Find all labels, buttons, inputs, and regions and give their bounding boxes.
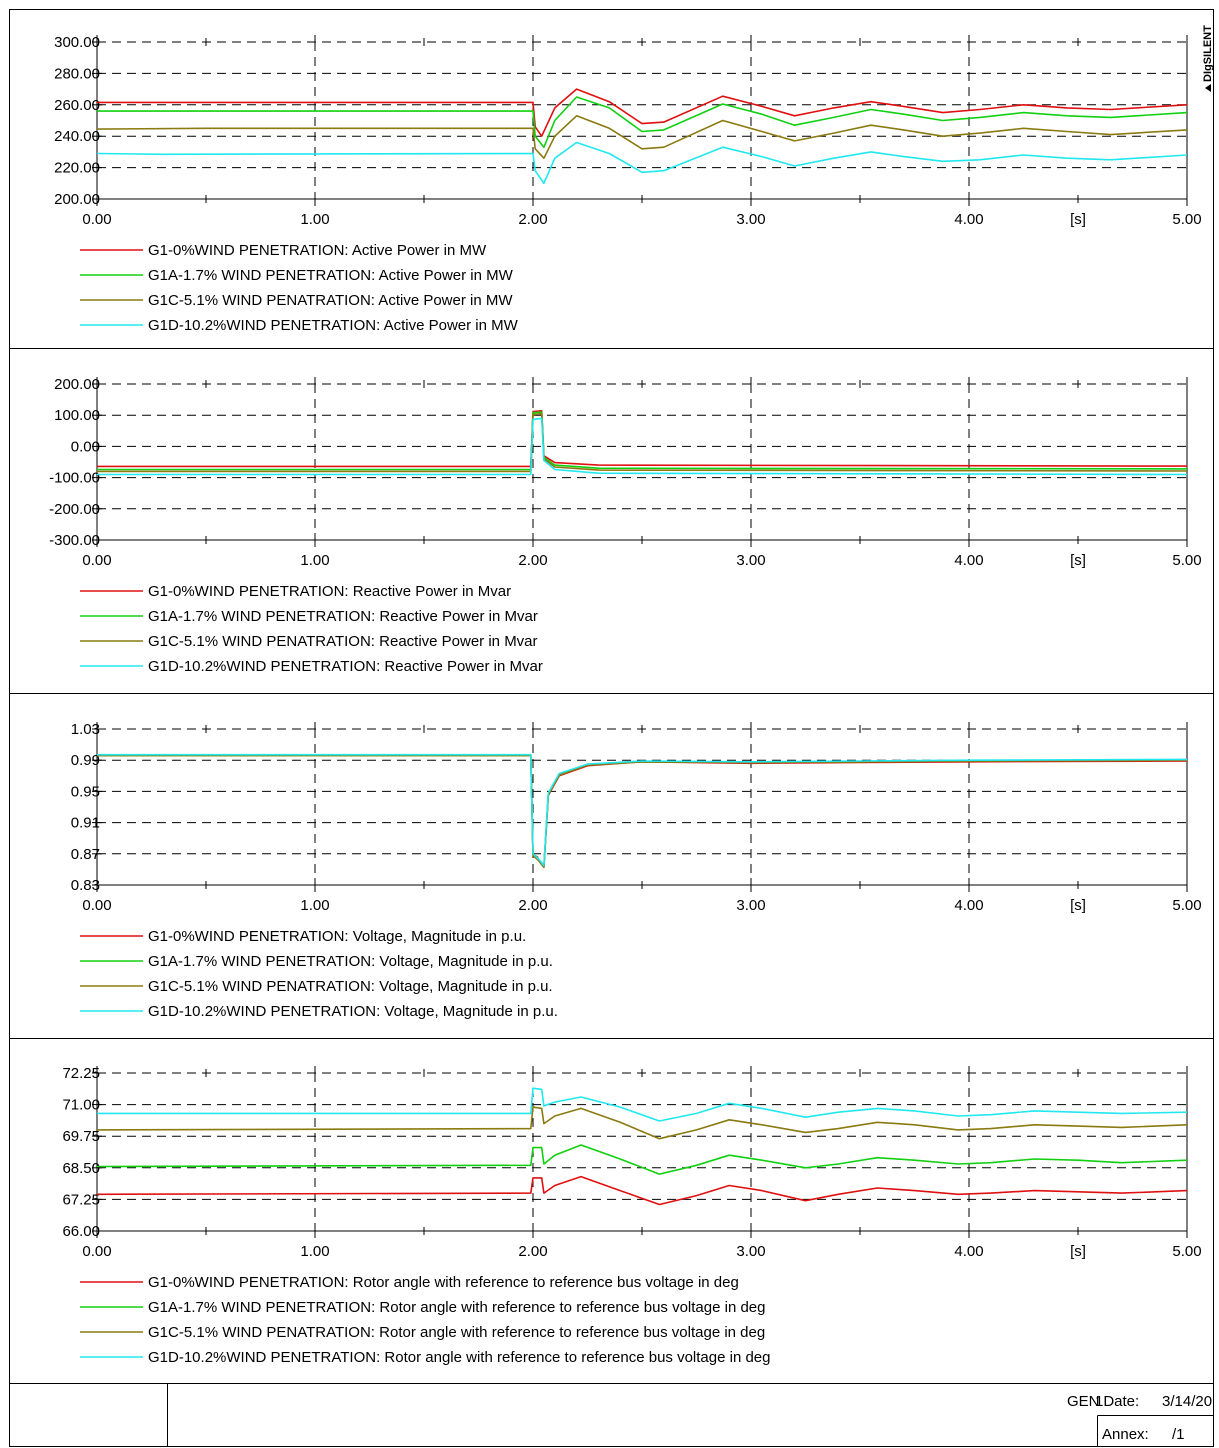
y-tick-label: 220.00 bbox=[54, 160, 100, 177]
legend-label: G1D-10.2%WIND PENETRATION: Voltage, Magn… bbox=[148, 1003, 558, 1020]
x-tick-label: 5.00 bbox=[1172, 897, 1201, 914]
y-tick-label: 260.00 bbox=[54, 97, 100, 114]
legend-label: G1C-5.1% WIND PENATRATION: Voltage, Magn… bbox=[148, 978, 553, 995]
footer-gen: GEN bbox=[1067, 1393, 1100, 1410]
series-line-4 bbox=[97, 1087, 1188, 1122]
legend-label: G1C-5.1% WIND PENATRATION: Rotor angle w… bbox=[148, 1324, 765, 1341]
x-tick-label: 0.00 bbox=[82, 897, 111, 914]
x-tick-label: 4.00 bbox=[954, 211, 983, 228]
x-tick-label: 3.00 bbox=[736, 897, 765, 914]
series-line-1 bbox=[97, 88, 1188, 137]
x-tick-label: 1.00 bbox=[300, 552, 329, 569]
legend-label: G1A-1.7% WIND PENETRATION: Reactive Powe… bbox=[148, 608, 538, 625]
footer-date-label: 1Date: bbox=[1095, 1393, 1139, 1410]
y-tick-label: 200.00 bbox=[54, 191, 100, 208]
legend-label: G1-0%WIND PENETRATION: Rotor angle with … bbox=[148, 1274, 739, 1291]
x-tick-label: 2.00 bbox=[518, 1243, 547, 1260]
chart-panel-4: 72.25 71.00 69.75 68.50 67.25 66.00 0.00 1.00 2.… bbox=[62, 1065, 1201, 1366]
series-line-2 bbox=[96, 1144, 1188, 1175]
y-tick-label: -300.00 bbox=[49, 532, 100, 549]
legend-label: G1-0%WIND PENETRATION: Reactive Power in… bbox=[148, 583, 511, 600]
x-tick-label: 0.00 bbox=[82, 552, 111, 569]
y-tick-label: -200.00 bbox=[49, 501, 100, 518]
legend-label: G1-0%WIND PENETRATION: Voltage, Magnitud… bbox=[148, 928, 526, 945]
series-line-1 bbox=[96, 1175, 1188, 1206]
series-line-2 bbox=[97, 411, 1188, 471]
x-tick-label: 5.00 bbox=[1172, 211, 1201, 228]
x-unit-label: [s] bbox=[1070, 552, 1086, 569]
x-unit-label: [s] bbox=[1070, 1243, 1086, 1260]
legend-label: G1-0%WIND PENETRATION: Active Power in M… bbox=[148, 242, 487, 259]
y-tick-label: 100.00 bbox=[54, 407, 100, 424]
y-tick-label: 66.00 bbox=[62, 1223, 100, 1240]
series-line-4 bbox=[96, 141, 1188, 185]
legend-label: G1A-1.7% WIND PENETRATION: Active Power … bbox=[148, 267, 514, 284]
x-unit-label: [s] bbox=[1070, 211, 1086, 228]
x-tick-label: 5.00 bbox=[1172, 1243, 1201, 1260]
x-tick-label: 2.00 bbox=[518, 897, 547, 914]
x-tick-label: 3.00 bbox=[736, 1243, 765, 1260]
y-tick-label: 69.75 bbox=[62, 1128, 100, 1145]
footer-annex-value: /1 bbox=[1172, 1426, 1185, 1443]
y-tick-label: -100.00 bbox=[49, 470, 100, 487]
footer-date-value: 3/14/20 bbox=[1162, 1393, 1212, 1410]
y-tick-label: 67.25 bbox=[62, 1191, 100, 1208]
x-unit-label: [s] bbox=[1070, 897, 1086, 914]
series-line-4 bbox=[97, 753, 1188, 867]
y-tick-label: 71.00 bbox=[62, 1097, 100, 1114]
x-tick-label: 0.00 bbox=[82, 211, 111, 228]
series-line-4 bbox=[97, 417, 1188, 476]
footer-annex-label: Annex: bbox=[1102, 1426, 1149, 1443]
x-tick-label: 1.00 bbox=[300, 211, 329, 228]
series-line-1 bbox=[97, 410, 1188, 468]
y-tick-label: 68.50 bbox=[62, 1160, 100, 1177]
x-tick-label: 2.00 bbox=[518, 552, 547, 569]
x-tick-label: 4.00 bbox=[954, 552, 983, 569]
legend-label: G1C-5.1% WIND PENATRATION: Active Power … bbox=[148, 292, 513, 309]
x-tick-label: 4.00 bbox=[954, 1243, 983, 1260]
watermark-logo: DIgSILENT bbox=[1202, 25, 1214, 82]
y-tick-label: 300.00 bbox=[54, 34, 100, 51]
chart-panel-3: 1.03 0.99 0.95 0.91 0.87 0.83 0.00 1.00 2.00 3.00… bbox=[71, 721, 1202, 1020]
series-line-2 bbox=[97, 96, 1188, 148]
y-tick-label: 0.83 bbox=[71, 877, 100, 894]
legend-label: G1D-10.2%WIND PENETRATION: Active Power … bbox=[148, 317, 519, 334]
series-line-3 bbox=[97, 754, 1188, 868]
y-tick-label: 1.03 bbox=[71, 721, 100, 738]
legend-label: G1D-10.2%WIND PENETRATION: Reactive Powe… bbox=[148, 658, 543, 675]
x-tick-label: 5.00 bbox=[1172, 552, 1201, 569]
y-tick-label: 200.00 bbox=[54, 376, 100, 393]
x-tick-label: 4.00 bbox=[954, 897, 983, 914]
x-tick-label: 2.00 bbox=[518, 211, 547, 228]
y-tick-label: 0.00 bbox=[71, 438, 100, 455]
chart-panel-1: 300.00 280.00 260.00 240.00 220.00 200.00 0.00… bbox=[54, 34, 1201, 334]
y-tick-label: 0.87 bbox=[71, 846, 100, 863]
y-tick-label: 280.00 bbox=[54, 65, 100, 82]
series-line-3 bbox=[96, 115, 1188, 159]
x-tick-label: 1.00 bbox=[300, 1243, 329, 1260]
y-tick-label: 240.00 bbox=[54, 128, 100, 145]
y-tick-label: 0.95 bbox=[71, 783, 100, 800]
y-tick-label: 72.25 bbox=[62, 1065, 100, 1082]
series-line-3 bbox=[97, 412, 1188, 473]
y-tick-label: 0.99 bbox=[71, 752, 100, 769]
series-line-3 bbox=[96, 1106, 1188, 1140]
legend-label: G1D-10.2%WIND PENETRATION: Rotor angle w… bbox=[148, 1349, 771, 1366]
series-line-2 bbox=[97, 754, 1188, 868]
legend-label: G1C-5.1% WIND PENATRATION: Reactive Powe… bbox=[148, 633, 538, 650]
x-tick-label: 1.00 bbox=[300, 897, 329, 914]
outer-border bbox=[9, 9, 1214, 1447]
x-tick-label: 3.00 bbox=[736, 552, 765, 569]
legend-label: G1A-1.7% WIND PENETRATION: Rotor angle w… bbox=[148, 1299, 766, 1316]
chart-panel-2: 200.00 100.00 0.00 -100.00 -200.00 -300.00 0.0… bbox=[49, 376, 1201, 675]
x-tick-label: 3.00 bbox=[736, 211, 765, 228]
watermark-arrow-icon bbox=[1205, 84, 1211, 92]
x-tick-label: 0.00 bbox=[82, 1243, 111, 1260]
y-tick-label: 0.91 bbox=[71, 815, 100, 832]
series-line-1 bbox=[97, 754, 1188, 868]
legend-label: G1A-1.7% WIND PENETRATION: Voltage, Magn… bbox=[148, 953, 553, 970]
